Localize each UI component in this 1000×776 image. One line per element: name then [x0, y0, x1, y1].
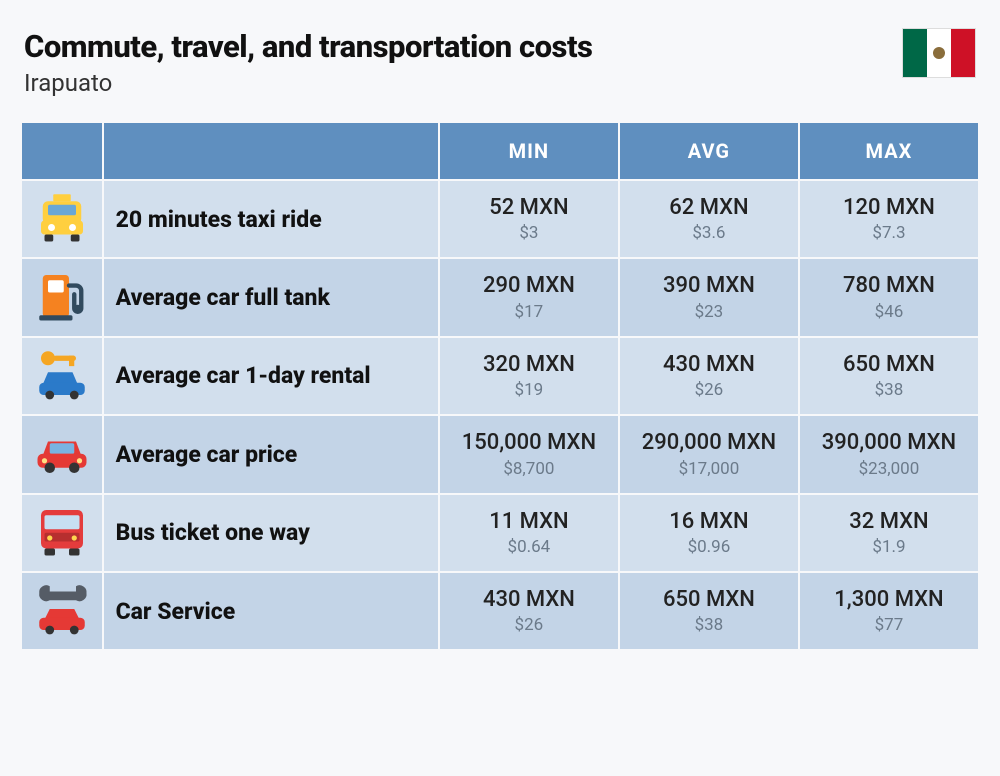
usd-price: $23,000 [810, 459, 968, 479]
usd-price: $0.64 [450, 537, 608, 557]
usd-price: $38 [810, 380, 968, 400]
usd-price: $46 [810, 302, 968, 322]
local-price: 780 MXN [810, 273, 968, 299]
row-label: Average car full tank [104, 259, 438, 335]
row-label: Bus ticket one way [104, 495, 438, 571]
row-label: Car Service [104, 573, 438, 649]
costs-table: MIN AVG MAX 20 minutes taxi ride52 MXN$3… [20, 121, 980, 651]
cell-min: 150,000 MXN $8,700 [440, 416, 618, 492]
cell-max: 32 MXN$1.9 [800, 495, 978, 571]
local-price: 430 MXN [450, 587, 608, 613]
local-price: 320 MXN [450, 352, 608, 378]
taxi-icon [22, 181, 102, 257]
local-price: 62 MXN [630, 195, 788, 221]
local-price: 290 MXN [450, 273, 608, 299]
header: Commute, travel, and transportation cost… [20, 28, 980, 97]
title-block: Commute, travel, and transportation cost… [24, 28, 592, 97]
usd-price: $17,000 [630, 459, 788, 479]
local-price: 150,000 MXN [450, 430, 608, 456]
cell-avg: 290,000 MXN $17,000 [620, 416, 798, 492]
cell-avg: 16 MXN$0.96 [620, 495, 798, 571]
local-price: 430 MXN [630, 352, 788, 378]
cell-max: 780 MXN $46 [800, 259, 978, 335]
col-icon [22, 123, 102, 179]
car-rental-icon [22, 338, 102, 414]
table-row: Average car full tank 290 MXN $17 390 MXN $2… [22, 259, 978, 335]
cell-min: 290 MXN $17 [440, 259, 618, 335]
usd-price: $8,700 [450, 459, 608, 479]
col-max: MAX [800, 123, 978, 179]
col-label [104, 123, 438, 179]
fuel-pump-icon [22, 259, 102, 335]
mexico-flag-icon [902, 28, 976, 78]
cell-min: 320 MXN$19 [440, 338, 618, 414]
row-label: 20 minutes taxi ride [104, 181, 438, 257]
col-min: MIN [440, 123, 618, 179]
usd-price: $0.96 [630, 537, 788, 557]
cell-min: 52 MXN$3 [440, 181, 618, 257]
cell-max: 650 MXN$38 [800, 338, 978, 414]
usd-price: $17 [450, 302, 608, 322]
cell-max: 390,000 MXN $23,000 [800, 416, 978, 492]
cell-min: 11 MXN$0.64 [440, 495, 618, 571]
local-price: 11 MXN [450, 509, 608, 535]
cell-avg: 62 MXN$3.6 [620, 181, 798, 257]
cell-max: 120 MXN$7.3 [800, 181, 978, 257]
table-row: Average car 1-day rental320 MXN$19430 MX… [22, 338, 978, 414]
local-price: 390 MXN [630, 273, 788, 299]
page-subtitle: Irapuato [24, 69, 592, 97]
local-price: 390,000 MXN [810, 430, 968, 456]
local-price: 16 MXN [630, 509, 788, 535]
usd-price: $1.9 [810, 537, 968, 557]
cell-avg: 390 MXN $23 [620, 259, 798, 335]
local-price: 32 MXN [810, 509, 968, 535]
local-price: 120 MXN [810, 195, 968, 221]
cost-table-container: Commute, travel, and transportation cost… [0, 0, 1000, 776]
car-service-icon [22, 573, 102, 649]
table-header-row: MIN AVG MAX [22, 123, 978, 179]
car-icon [22, 416, 102, 492]
bus-icon [22, 495, 102, 571]
usd-price: $26 [450, 615, 608, 635]
col-avg: AVG [620, 123, 798, 179]
usd-price: $7.3 [810, 223, 968, 243]
usd-price: $26 [630, 380, 788, 400]
local-price: 52 MXN [450, 195, 608, 221]
usd-price: $3 [450, 223, 608, 243]
local-price: 650 MXN [810, 352, 968, 378]
cell-avg: 650 MXN$38 [620, 573, 798, 649]
cell-max: 1,300 MXN$77 [800, 573, 978, 649]
usd-price: $19 [450, 380, 608, 400]
local-price: 290,000 MXN [630, 430, 788, 456]
cell-min: 430 MXN$26 [440, 573, 618, 649]
table-row: 20 minutes taxi ride52 MXN$362 MXN$3.612… [22, 181, 978, 257]
table-row: Car Service430 MXN$26650 MXN$381,300 MXN… [22, 573, 978, 649]
page-title: Commute, travel, and transportation cost… [24, 28, 592, 65]
row-label: Average car 1-day rental [104, 338, 438, 414]
cell-avg: 430 MXN$26 [620, 338, 798, 414]
table-row: Average car price 150,000 MXN $8,700 290,00… [22, 416, 978, 492]
table-row: Bus ticket one way11 MXN$0.6416 MXN$0.96… [22, 495, 978, 571]
usd-price: $38 [630, 615, 788, 635]
row-label: Average car price [104, 416, 438, 492]
usd-price: $77 [810, 615, 968, 635]
usd-price: $23 [630, 302, 788, 322]
local-price: 650 MXN [630, 587, 788, 613]
local-price: 1,300 MXN [810, 587, 968, 613]
usd-price: $3.6 [630, 223, 788, 243]
